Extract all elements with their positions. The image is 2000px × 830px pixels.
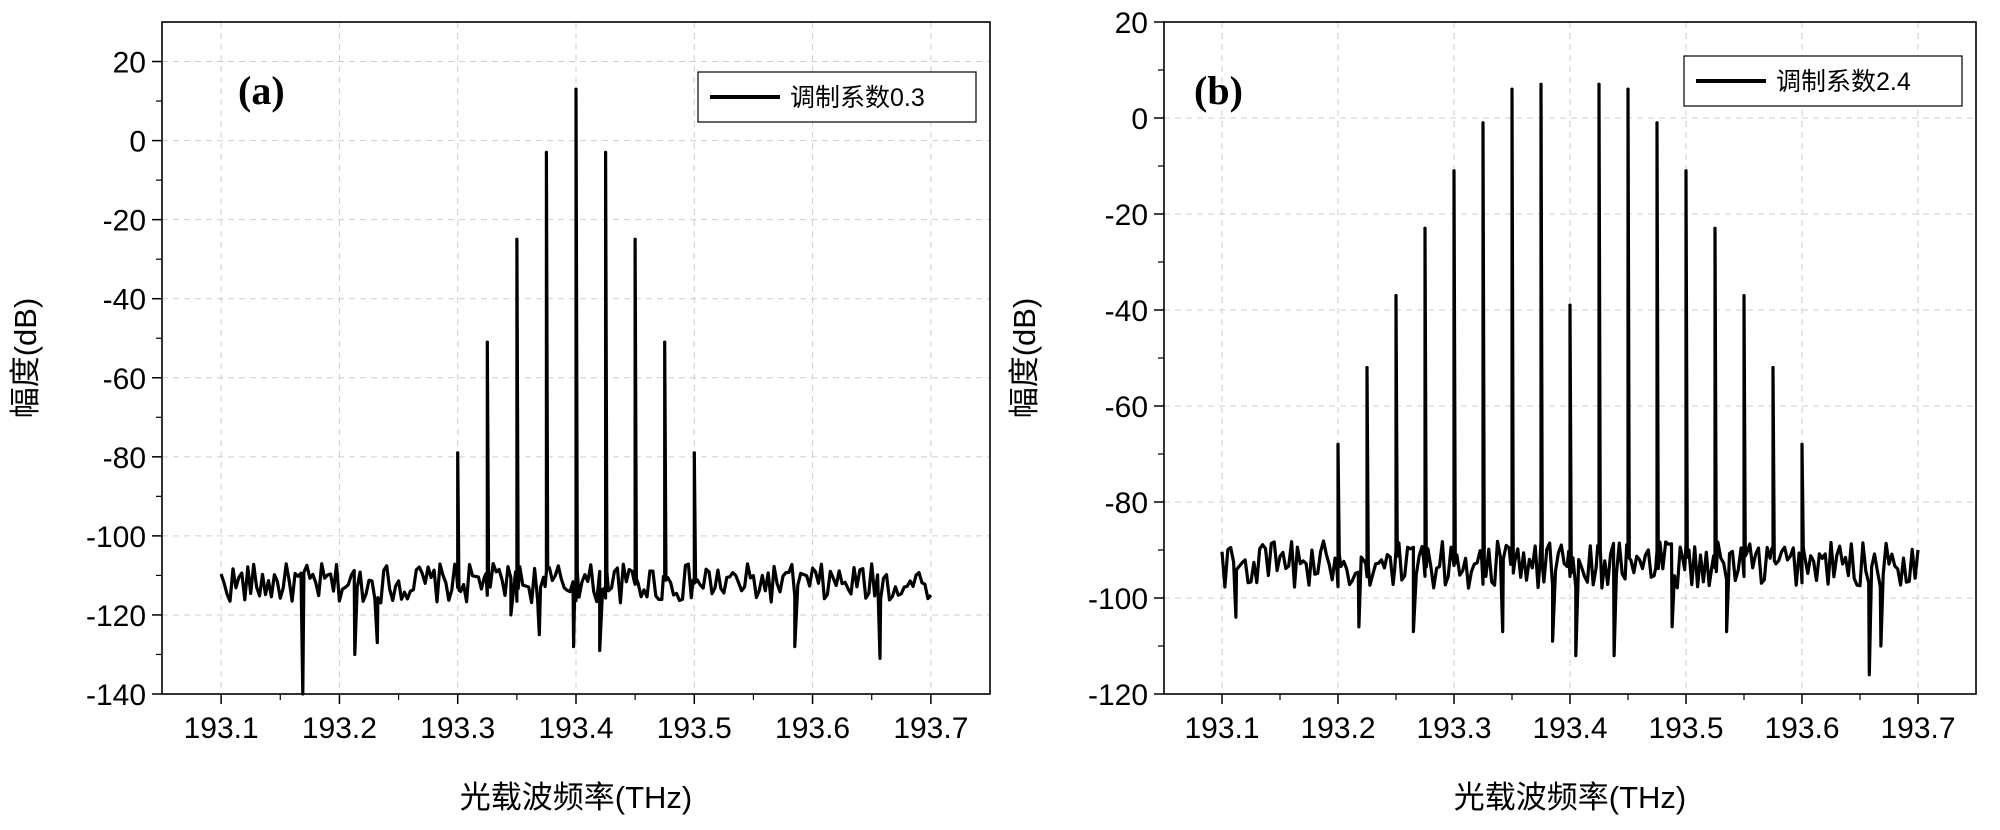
peak-point [1510,87,1514,91]
peak-point [1771,366,1775,370]
series-layer [1220,82,1920,677]
y-tick-label: -80 [1105,487,1148,520]
peak-point [692,451,696,455]
axis-ticks: 193.1 193.2 193.3 193.4 193.5 193.6 193.7 -120 -… [1088,7,1956,745]
panel-label: (b) [1194,68,1243,113]
peak-point [574,87,578,91]
y-axis-label: 幅度(dB) [8,298,43,419]
legend-entry: 调制系数2.4 [1776,68,1911,96]
peak-point [1713,226,1717,230]
legend: 调制系数2.4 [1683,55,1963,107]
y-tick-label: -100 [1088,583,1148,616]
peak-point [1568,303,1572,307]
peak-point [1365,366,1369,370]
x-tick-label: 193.7 [1880,712,1955,745]
panel-label: (a) [238,68,285,113]
legend-box [1683,55,1963,107]
y-tick-label: -120 [86,600,146,633]
y-axis-label: 幅度(dB) [1007,298,1042,419]
peak-point [1394,294,1398,298]
y-tick-label: -60 [103,363,146,396]
y-tick-label: -60 [1105,391,1148,424]
x-axis-label: 光载波频率(THz) [1454,780,1686,815]
y-tick-label: 0 [1131,103,1148,136]
x-tick-label: 193.1 [184,712,259,745]
peak-point [1742,294,1746,298]
y-tick-label: -20 [1105,199,1148,232]
peak-point [1423,226,1427,230]
y-tick-label: -120 [1088,679,1148,712]
x-tick-label: 193.7 [893,712,968,745]
x-tick-label: 193.6 [1764,712,1839,745]
peak-point [544,150,549,155]
y-tick-label: 20 [1115,7,1148,40]
peak-point [633,237,637,242]
peak-point [1336,442,1340,446]
peak-point [1481,121,1485,125]
peak-point [1597,82,1601,86]
x-axis-label: 光载波频率(THz) [460,780,692,815]
y-tick-label: -100 [86,521,146,554]
x-tick-label: 193.2 [1300,712,1375,745]
peak-point [485,340,489,344]
peak-point [603,150,608,155]
series-line [219,87,933,696]
x-tick-label: 193.3 [420,712,495,745]
x-tick-label: 193.4 [1532,712,1607,745]
peak-point [663,340,667,344]
y-tick-label: -40 [1105,295,1148,328]
y-tick-label: -40 [103,284,146,317]
peak-point [1684,169,1688,173]
chart-panel-a: 193.1 193.2 193.3 193.4 193.5 193.6 193.7 -140 -… [8,21,991,815]
x-tick-label: 193.5 [657,712,732,745]
peak-point [1626,87,1630,91]
legend-entry: 调制系数0.3 [790,84,925,112]
y-tick-label: -80 [103,442,146,475]
y-tick-label: 20 [113,47,146,80]
x-tick-label: 193.4 [538,712,613,745]
peak-point [515,237,519,242]
peak-point [1452,169,1456,173]
x-tick-label: 193.6 [775,712,850,745]
peak-point [1800,442,1804,446]
chart-panel-b: 193.1 193.2 193.3 193.4 193.5 193.6 193.7 -120 -… [1007,7,1977,815]
x-tick-label: 193.2 [302,712,377,745]
peak-point [456,451,460,455]
x-tick-label: 193.3 [1416,712,1491,745]
y-tick-label: -140 [86,679,146,712]
axis-ticks: 193.1 193.2 193.3 193.4 193.5 193.6 193.7 -140 -… [86,47,968,745]
x-tick-label: 193.1 [1184,712,1259,745]
series-layer [219,87,933,696]
y-tick-label: -20 [103,205,146,238]
legend: 调制系数0.3 [697,71,977,123]
y-tick-label: 0 [129,126,146,159]
peak-point [1655,121,1659,125]
x-tick-label: 193.5 [1648,712,1723,745]
peak-point [1539,82,1543,86]
